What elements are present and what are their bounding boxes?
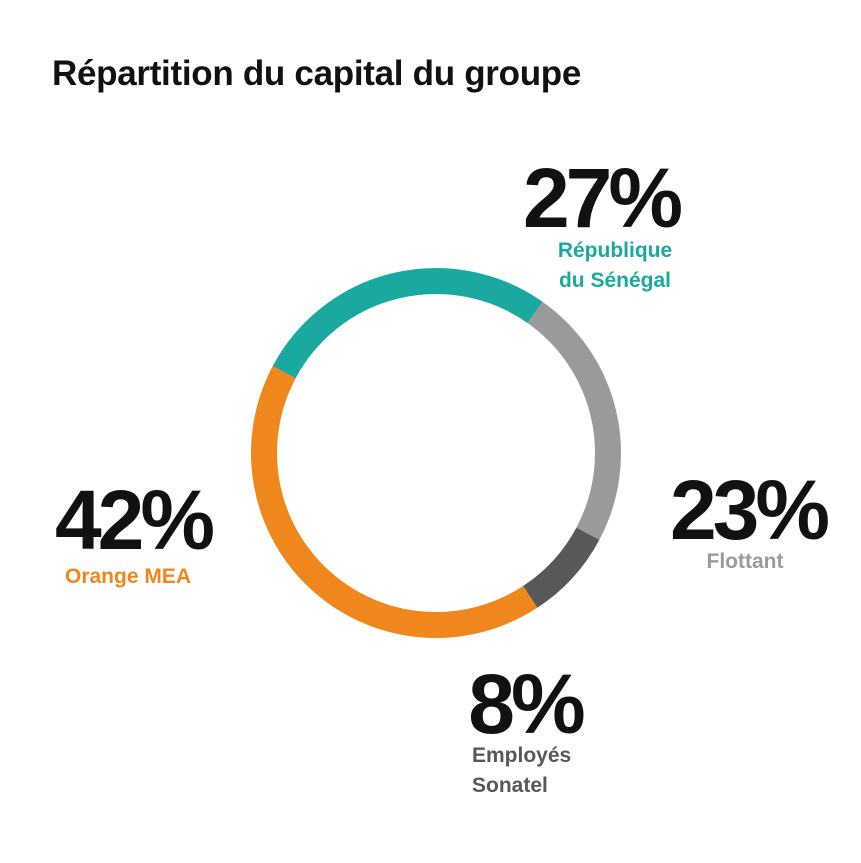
slice-label-line: Orange MEA — [64, 565, 192, 588]
slice-label-line: Employés — [472, 744, 572, 767]
donut-slice-1 — [527, 301, 621, 540]
slice-label-line: Sonatel — [472, 774, 548, 797]
slice-value-employes: 8% — [468, 657, 585, 751]
donut-slice-2 — [522, 527, 600, 608]
slice-label-line: Flottant — [706, 550, 784, 573]
slice-label-employes: Employés Sonatel — [472, 741, 672, 801]
slice-label-republique: République du Sénégal — [515, 236, 715, 296]
slice-label-line: du Sénégal — [558, 269, 672, 292]
slice-label-flottant: Flottant — [645, 547, 845, 577]
donut-slice-3 — [251, 366, 538, 638]
slice-value-orange: 42% — [54, 473, 215, 567]
chart-title: Répartition du capital du groupe — [52, 54, 582, 93]
slice-value-republique: 27% — [522, 151, 683, 245]
slice-label-line: République — [557, 239, 673, 262]
slice-value-flottant: 23% — [669, 463, 830, 557]
slice-label-orange: Orange MEA — [28, 562, 228, 592]
donut-slice-0 — [272, 268, 543, 379]
